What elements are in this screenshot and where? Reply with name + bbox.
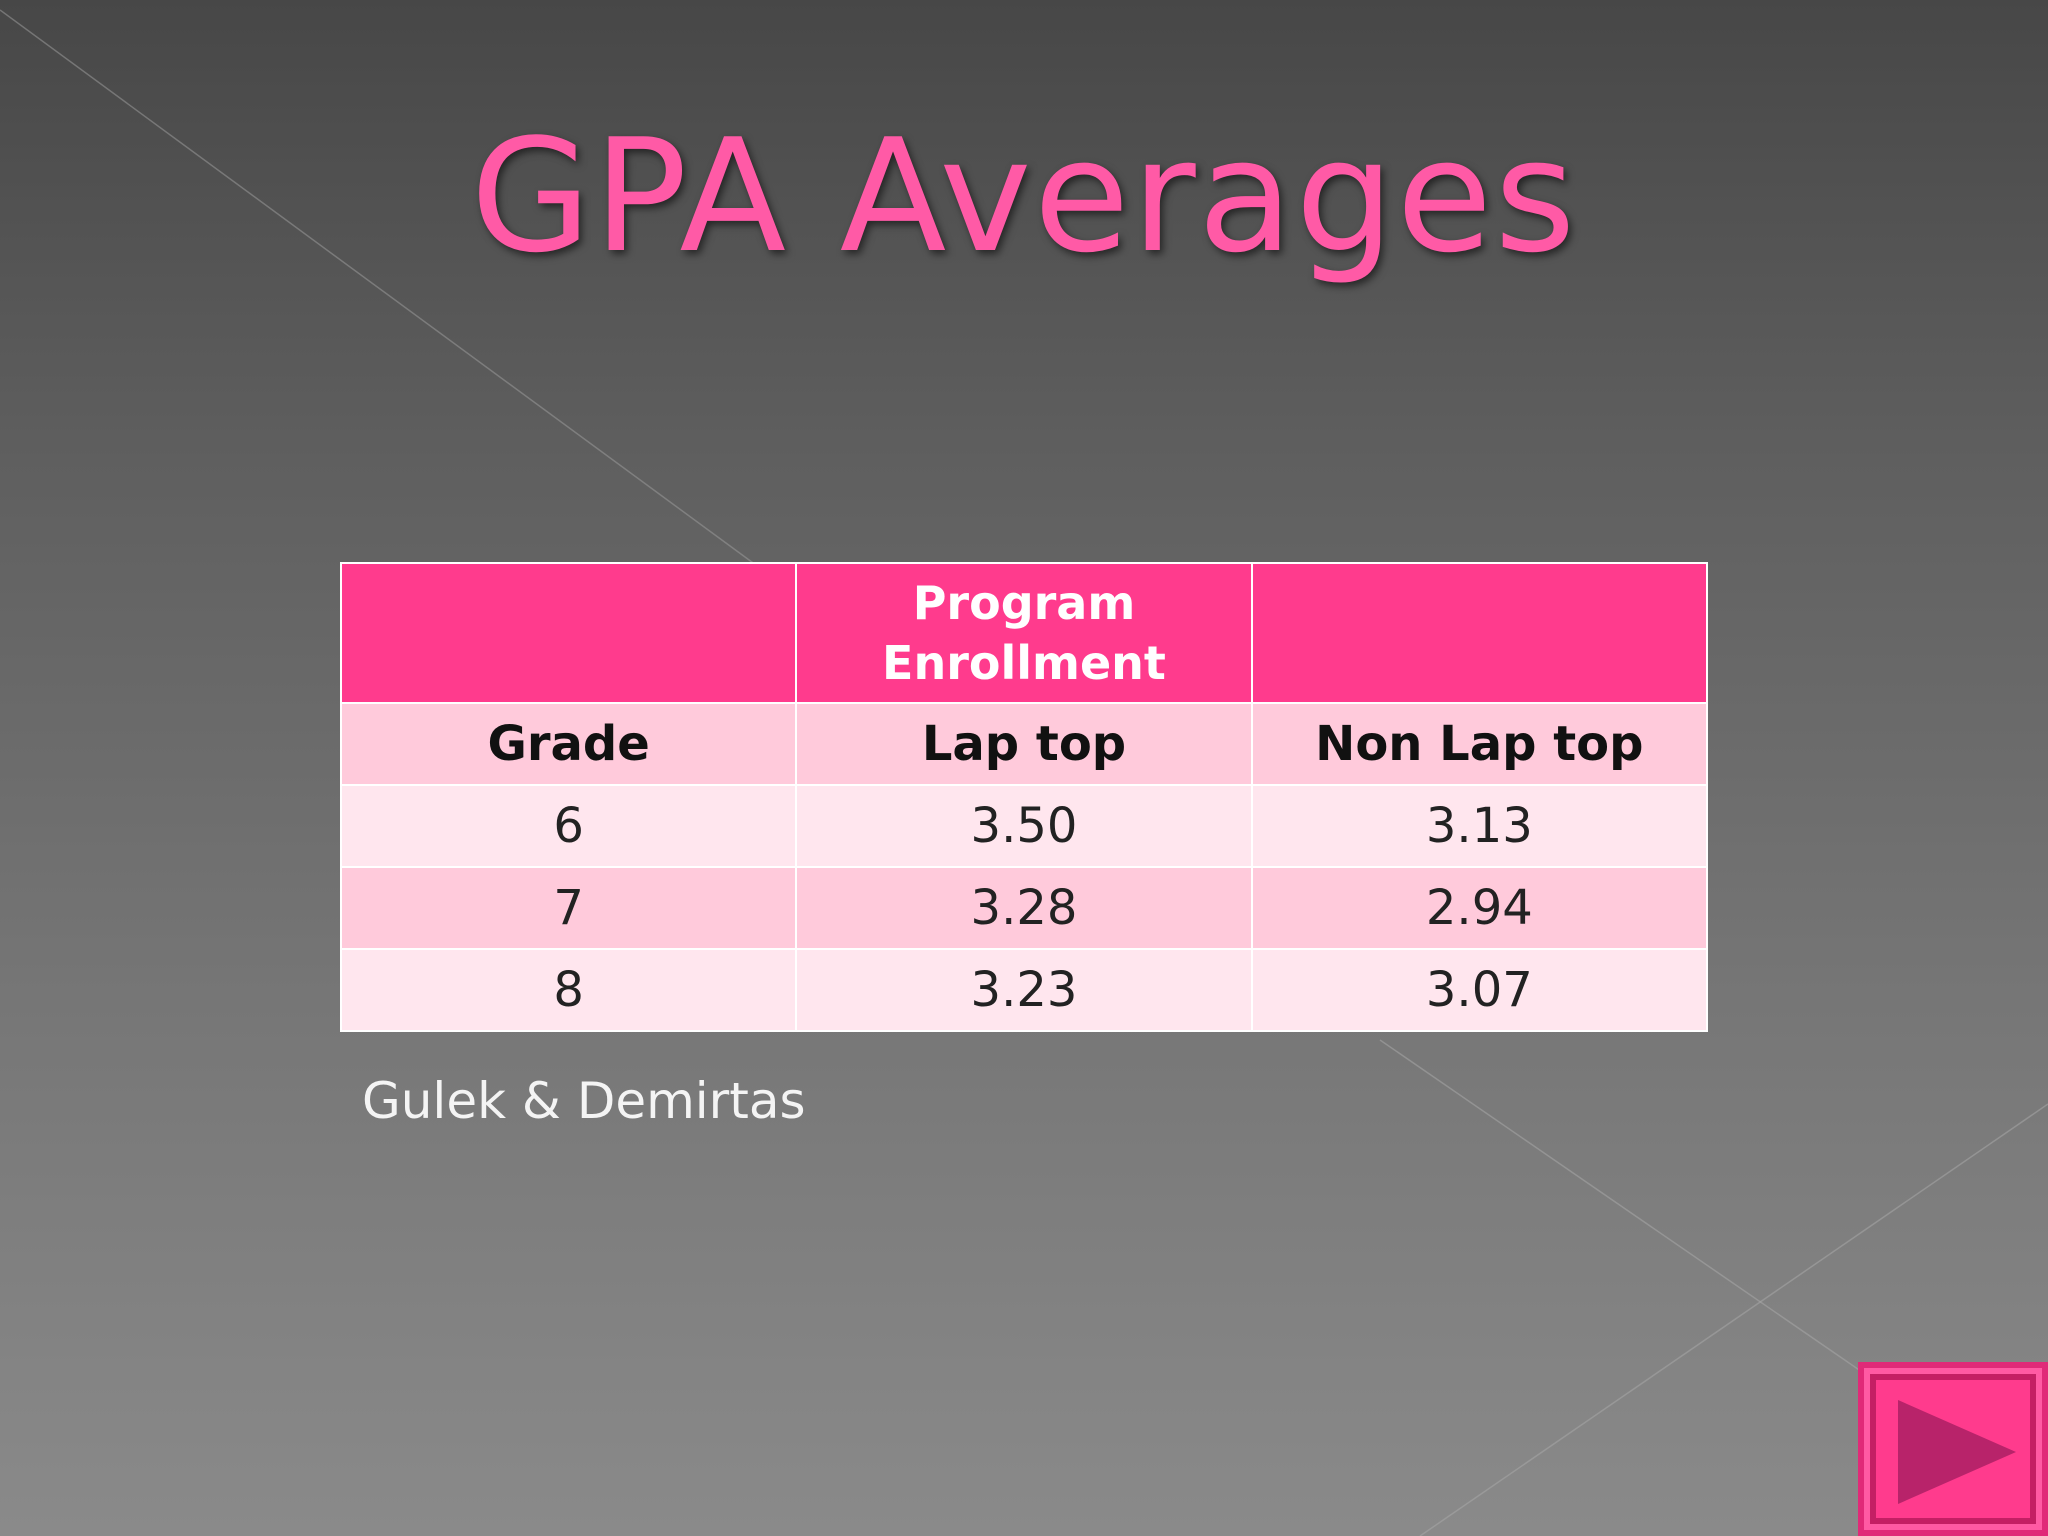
- source-citation: Gulek & Demirtas: [362, 1072, 806, 1130]
- next-slide-button[interactable]: [1858, 1362, 2048, 1536]
- table-row: 6 3.50 3.13: [339, 784, 1709, 868]
- play-triangle-icon: [1898, 1400, 2016, 1504]
- header-cell-program-enrollment: Program Enrollment: [795, 562, 1253, 704]
- header-cell-empty-right: [1250, 562, 1709, 704]
- laptop-gpa-cell: 3.50: [795, 784, 1253, 868]
- table-row: 7 3.28 2.94: [339, 866, 1709, 950]
- grade-cell: 7: [339, 866, 798, 950]
- gpa-table: Program Enrollment Grade Lap top Non Lap…: [339, 562, 1709, 1032]
- column-header-laptop: Lap top: [795, 702, 1253, 786]
- non-laptop-gpa-cell: 3.07: [1250, 948, 1709, 1032]
- column-header-grade: Grade: [339, 702, 798, 786]
- header-cell-empty-left: [339, 562, 798, 704]
- table-column-header-row: Grade Lap top Non Lap top: [339, 702, 1709, 786]
- header-enrollment-label: Enrollment: [882, 636, 1166, 690]
- laptop-gpa-cell: 3.23: [795, 948, 1253, 1032]
- laptop-gpa-cell: 3.28: [795, 866, 1253, 950]
- slide-title: GPA Averages: [470, 105, 1578, 287]
- grade-cell: 6: [339, 784, 798, 868]
- table-header-row: Program Enrollment: [339, 562, 1709, 704]
- grade-cell: 8: [339, 948, 798, 1032]
- header-program-label: Program: [912, 576, 1136, 630]
- column-header-non-laptop: Non Lap top: [1250, 702, 1709, 786]
- table-row: 8 3.23 3.07: [339, 948, 1709, 1032]
- non-laptop-gpa-cell: 3.13: [1250, 784, 1709, 868]
- non-laptop-gpa-cell: 2.94: [1250, 866, 1709, 950]
